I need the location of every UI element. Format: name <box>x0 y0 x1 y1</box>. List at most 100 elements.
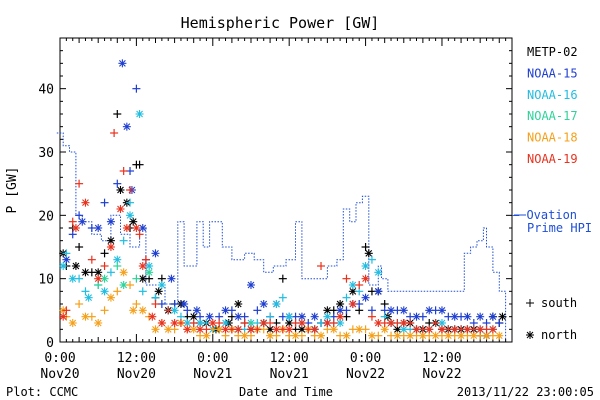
legend-south-marker <box>526 299 534 307</box>
noaa-19-north-point <box>425 325 434 334</box>
noaa-18-south-point <box>113 287 122 296</box>
ovation-legend-label-line2: Prime HPI <box>527 221 592 235</box>
noaa-15-south-point <box>113 179 122 188</box>
noaa-19-north-point <box>488 325 497 334</box>
noaa-19-north-point <box>437 325 446 334</box>
noaa-19-north-point <box>336 312 345 321</box>
noaa-18-north-point <box>106 293 115 302</box>
noaa-16-south-point <box>138 287 147 296</box>
noaa-19-north-point <box>132 224 141 232</box>
noaa-19-north-point <box>259 319 268 327</box>
noaa-18-north-point <box>495 331 504 340</box>
y-axis-label: P [GW] <box>5 167 20 214</box>
x-tick-time-label: 12:00 <box>117 351 156 366</box>
noaa-15-north-point <box>138 224 147 232</box>
y-tick-label: 0 <box>46 336 54 351</box>
metp-02-north-point <box>234 300 243 308</box>
noaa-15-north-point <box>167 274 176 283</box>
noaa-15-north-point <box>192 306 201 315</box>
noaa-15-north-point <box>205 312 214 321</box>
noaa-19-north-point <box>138 262 147 270</box>
noaa-16-north-point <box>374 268 383 277</box>
metp-02-north-point <box>336 300 345 308</box>
noaa-15-north-point <box>259 300 268 308</box>
ovation-legend-label-line1: — Ovation <box>512 208 577 222</box>
metp-02-south-point <box>100 249 109 258</box>
noaa-18-south-point <box>100 306 109 315</box>
noaa-18-north-point <box>266 331 275 340</box>
noaa-19-south-point <box>342 274 351 283</box>
noaa-19-north-point <box>196 325 205 334</box>
noaa-19-south-point <box>367 312 376 321</box>
noaa-16-south-point <box>81 287 90 296</box>
noaa-19-north-point <box>399 319 408 327</box>
legend-item-noaa-15: NOAA-15 <box>527 66 578 80</box>
noaa-16-north-point <box>285 312 294 321</box>
noaa-19-north-point <box>94 274 103 283</box>
x-tick-date-label: Nov20 <box>117 367 156 382</box>
plot-credit: Plot: CCMC <box>6 385 78 399</box>
noaa-19-north-point <box>272 325 281 334</box>
noaa-19-north-point <box>183 325 192 334</box>
noaa-19-north-point <box>148 312 157 321</box>
noaa-16-south-point <box>126 198 135 207</box>
noaa-19-north-point <box>208 319 217 327</box>
noaa-18-north-point <box>393 331 402 340</box>
noaa-19-north-point <box>476 325 485 334</box>
noaa-15-north-point <box>78 217 87 226</box>
noaa-17-south-point <box>132 274 141 283</box>
x-tick-date-label: Nov22 <box>346 367 385 382</box>
noaa-18-north-point <box>431 331 440 340</box>
noaa-16-south-point <box>367 255 376 264</box>
noaa-19-south-point <box>317 262 326 270</box>
noaa-15-north-point <box>246 281 255 289</box>
noaa-15-south-point <box>75 211 84 220</box>
x-tick-time-label: 0:00 <box>197 351 228 366</box>
noaa-19-south-point <box>189 319 198 327</box>
x-tick-time-label: 12:00 <box>270 351 309 366</box>
noaa-19-north-point <box>310 325 319 334</box>
noaa-19-north-point <box>297 319 306 327</box>
hemisphere-legend: south north <box>526 296 577 342</box>
noaa-19-south-point <box>431 319 440 327</box>
noaa-19-south-point <box>68 217 77 226</box>
noaa-19-south-point <box>141 255 150 264</box>
noaa-19-north-point <box>157 319 166 327</box>
noaa-18-north-point <box>68 319 77 327</box>
noaa-18-north-point <box>129 306 138 315</box>
noaa-19-north-point <box>374 319 383 327</box>
noaa-15-south-point <box>253 306 262 315</box>
noaa-19-south-point <box>110 129 119 137</box>
noaa-16-north-point <box>59 262 68 270</box>
noaa-15-south-point <box>100 198 109 207</box>
legend-item-noaa-16: NOAA-16 <box>527 88 578 102</box>
y-tick-label: 20 <box>38 209 54 224</box>
noaa-15-north-point <box>387 306 396 315</box>
x-axis: 0:00Nov2012:00Nov200:00Nov2112:00Nov210:… <box>40 38 513 382</box>
noaa-16-south-point <box>119 236 128 245</box>
noaa-15-south-point <box>132 84 141 93</box>
metp-02-north-point <box>81 268 90 277</box>
metp-02-south-point <box>113 110 122 118</box>
legend-north-marker <box>526 331 534 339</box>
noaa-19-north-point <box>361 274 370 283</box>
noaa-19-north-point <box>81 198 90 207</box>
noaa-15-north-point <box>412 312 421 321</box>
noaa-19-north-point <box>323 319 332 327</box>
metp-02-north-point <box>116 186 125 194</box>
noaa-16-north-point <box>272 300 281 308</box>
noaa-18-north-point <box>329 325 338 334</box>
noaa-19-north-point <box>450 325 459 334</box>
noaa-15-north-point <box>94 224 103 232</box>
noaa-15-north-point <box>336 306 345 315</box>
noaa-18-north-point <box>119 268 128 277</box>
legend-item-noaa-19: NOAA-19 <box>527 152 578 166</box>
noaa-15-south-point <box>183 306 192 315</box>
noaa-15-north-point <box>310 312 319 321</box>
metp-02-north-point <box>154 287 163 296</box>
legend-north-label: north <box>541 328 577 342</box>
noaa-15-north-point <box>297 312 306 321</box>
noaa-18-south-point <box>75 300 84 308</box>
noaa-19-south-point <box>100 262 109 270</box>
x-tick-date-label: Nov21 <box>193 367 232 382</box>
